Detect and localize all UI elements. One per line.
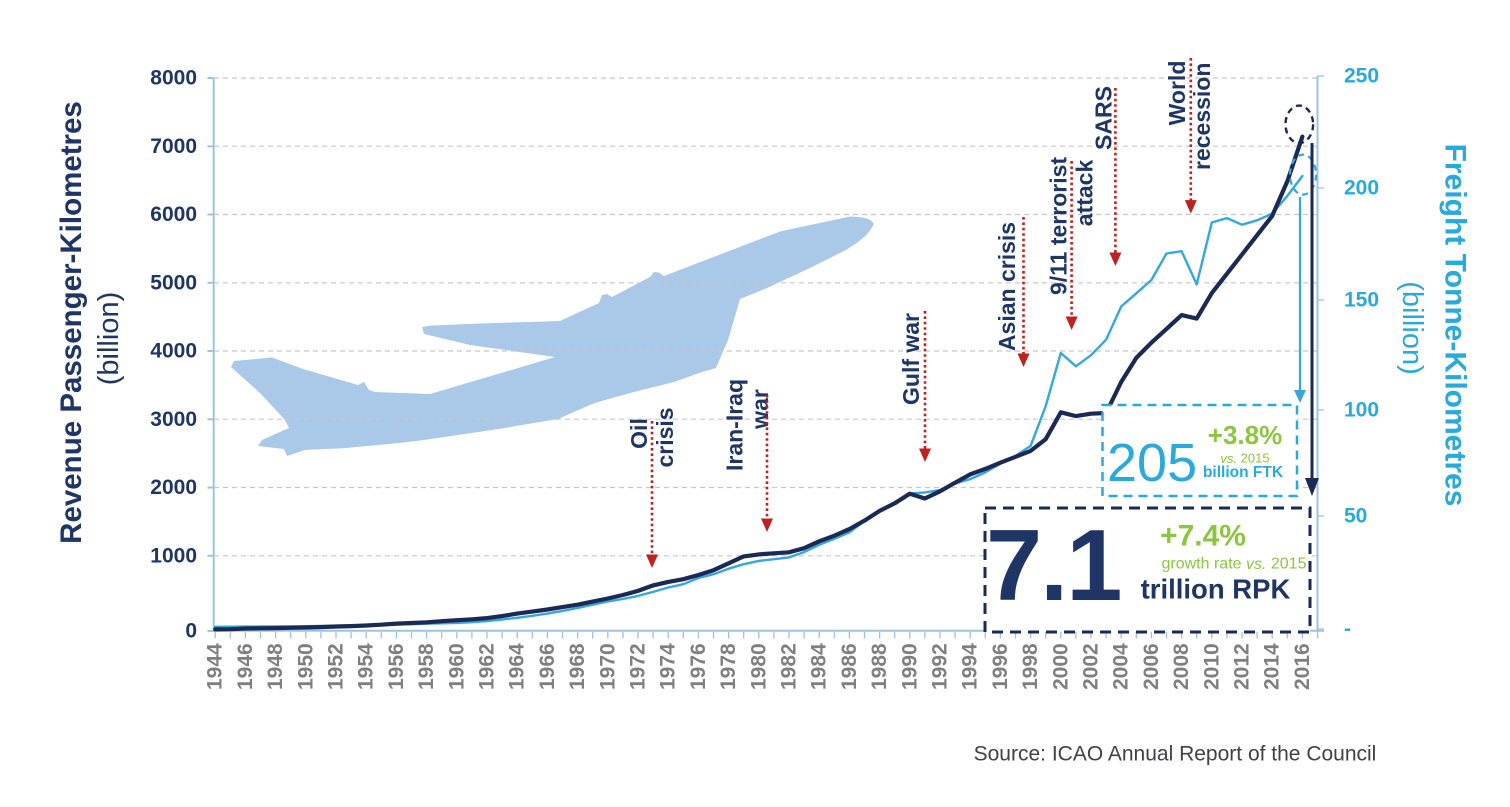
svg-text:1000: 1000 [150, 544, 197, 567]
svg-text:1962: 1962 [476, 643, 499, 690]
svg-text:SARS: SARS [1090, 86, 1116, 150]
svg-text:2002: 2002 [1080, 643, 1103, 690]
svg-text:200: 200 [1344, 177, 1379, 200]
svg-text:(billion): (billion) [1396, 281, 1428, 374]
svg-text:1966: 1966 [536, 643, 559, 690]
svg-text:Source: ICAO Annual Report of: Source: ICAO Annual Report of the Counci… [974, 743, 1377, 766]
svg-text:1972: 1972 [627, 643, 650, 690]
svg-text:Asian crisis: Asian crisis [994, 222, 1020, 351]
svg-text:2000: 2000 [1049, 643, 1072, 690]
svg-text:1982: 1982 [778, 643, 801, 690]
svg-text:vs. 2015: vs. 2015 [1220, 451, 1269, 466]
svg-text:World: World [1164, 61, 1190, 126]
svg-text:3000: 3000 [150, 408, 197, 431]
svg-text:5000: 5000 [150, 271, 197, 294]
svg-text:Oil: Oil [626, 418, 652, 449]
svg-text:1988: 1988 [868, 643, 891, 690]
svg-text:1952: 1952 [325, 643, 348, 690]
svg-text:trillion RPK: trillion RPK [1141, 574, 1291, 605]
svg-text:1970: 1970 [596, 643, 619, 690]
svg-text:1990: 1990 [898, 643, 921, 690]
svg-text:war: war [747, 389, 773, 430]
svg-text:1958: 1958 [415, 643, 438, 690]
svg-text:1980: 1980 [747, 643, 770, 690]
svg-text:1946: 1946 [234, 643, 257, 690]
svg-text:1976: 1976 [687, 643, 710, 690]
svg-text:2010: 2010 [1200, 643, 1223, 690]
svg-text:100: 100 [1344, 399, 1379, 422]
svg-text:1968: 1968 [566, 643, 589, 690]
svg-text:1944: 1944 [204, 643, 227, 690]
svg-text:9/11 terrorist: 9/11 terrorist [1045, 157, 1071, 295]
svg-text:1950: 1950 [294, 643, 317, 690]
svg-text:4000: 4000 [150, 340, 197, 363]
svg-text:(billion): (billion) [93, 292, 125, 385]
svg-text:recession: recession [1189, 63, 1215, 170]
svg-text:250: 250 [1344, 65, 1379, 88]
svg-text:Gulf war: Gulf war [898, 313, 924, 405]
svg-text:2008: 2008 [1170, 643, 1193, 690]
svg-text:growth rate vs. 2015: growth rate vs. 2015 [1162, 556, 1307, 573]
svg-text:crisis: crisis [652, 407, 678, 467]
svg-text:2016: 2016 [1291, 643, 1314, 690]
svg-text:205: 205 [1107, 433, 1197, 493]
svg-text:2006: 2006 [1140, 643, 1163, 690]
svg-text:1994: 1994 [959, 643, 982, 690]
svg-text:2004: 2004 [1110, 643, 1133, 690]
svg-text:150: 150 [1344, 289, 1379, 312]
svg-text:1964: 1964 [506, 643, 529, 690]
svg-text:billion FTK: billion FTK [1203, 464, 1284, 481]
svg-text:-: - [1344, 618, 1351, 641]
svg-text:1956: 1956 [385, 643, 408, 690]
svg-text:1996: 1996 [989, 643, 1012, 690]
svg-text:Revenue Passenger-Kilometres: Revenue Passenger-Kilometres [55, 101, 88, 544]
svg-text:7.1: 7.1 [986, 510, 1120, 622]
svg-text:+7.4%: +7.4% [1160, 520, 1246, 553]
svg-text:6000: 6000 [150, 203, 197, 226]
svg-text:+3.8%: +3.8% [1208, 420, 1282, 450]
svg-text:1948: 1948 [264, 643, 287, 690]
svg-text:attack: attack [1071, 160, 1097, 227]
svg-text:2012: 2012 [1231, 643, 1254, 690]
svg-text:Freight Tonne-Kilometres: Freight Tonne-Kilometres [1439, 144, 1472, 507]
svg-text:1992: 1992 [929, 643, 952, 690]
svg-text:7000: 7000 [150, 135, 197, 158]
svg-text:1984: 1984 [808, 643, 831, 690]
svg-text:1960: 1960 [445, 643, 468, 690]
svg-text:1974: 1974 [657, 643, 680, 690]
svg-text:Iran-Iraq: Iran-Iraq [722, 379, 748, 471]
svg-text:8000: 8000 [150, 67, 197, 90]
svg-text:1954: 1954 [355, 643, 378, 690]
svg-text:2000: 2000 [150, 476, 197, 499]
svg-text:1978: 1978 [717, 643, 740, 690]
svg-text:50: 50 [1344, 505, 1367, 528]
svg-text:0: 0 [185, 620, 197, 643]
svg-text:1986: 1986 [838, 643, 861, 690]
svg-text:2014: 2014 [1261, 643, 1284, 690]
svg-text:1998: 1998 [1019, 643, 1042, 690]
